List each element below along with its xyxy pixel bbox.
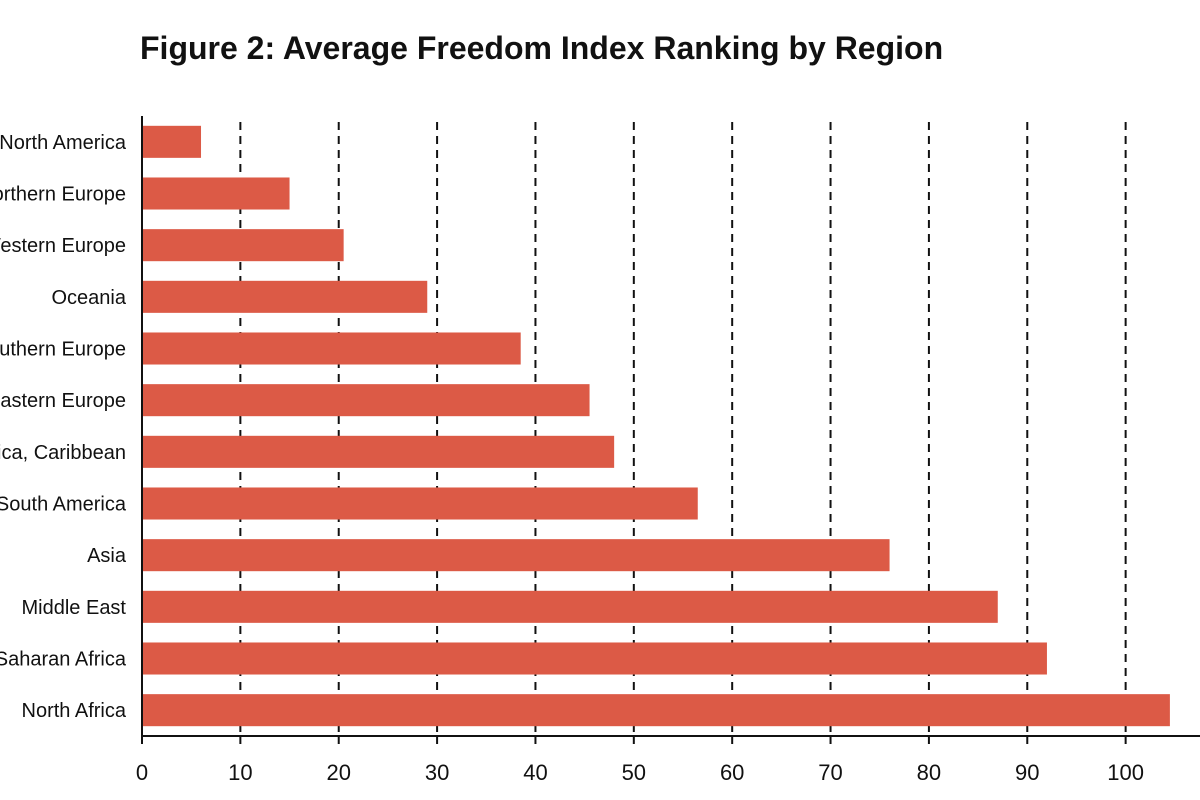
- category-label: South America: [0, 494, 127, 516]
- bars: [142, 125, 1170, 727]
- grid-lines: [239, 122, 1127, 736]
- bar: [142, 384, 590, 417]
- x-tick-label: 50: [622, 760, 646, 785]
- bar: [142, 539, 890, 572]
- bar: [142, 125, 202, 158]
- category-label: Southern Europe: [0, 339, 126, 361]
- bar: [142, 280, 428, 313]
- category-label: Eastern Europe: [0, 390, 126, 412]
- x-tick-label: 40: [523, 760, 547, 785]
- category-label: North Africa: [22, 700, 127, 722]
- bar: [142, 694, 1170, 727]
- x-tick-label: 20: [326, 760, 350, 785]
- category-label: Sub-Saharan Africa: [0, 649, 127, 671]
- bar: [142, 332, 521, 365]
- bar: [142, 590, 998, 623]
- x-tick-label: 80: [917, 760, 941, 785]
- category-label: Asia: [87, 545, 127, 567]
- category-label: North America: [0, 132, 127, 154]
- category-label: Middle East: [22, 597, 127, 619]
- x-tick-label: 0: [136, 760, 148, 785]
- bar: [142, 229, 344, 262]
- bar: [142, 435, 615, 468]
- category-labels: North America Northern Europe Western Euro…: [0, 132, 127, 722]
- chart-title: Figure 2: Average Freedom Index Ranking …: [140, 30, 944, 66]
- x-tick-label: 10: [228, 760, 252, 785]
- tick-labels: 0102030405060708090100110: [136, 760, 1144, 785]
- bar: [142, 177, 290, 210]
- x-tick-label: 100: [1107, 760, 1144, 785]
- category-label: Western Europe: [0, 235, 126, 257]
- x-tick-label: 70: [818, 760, 842, 785]
- category-label: Northern Europe: [0, 184, 126, 206]
- category-label: Oceania: [52, 287, 127, 309]
- x-tick-label: 90: [1015, 760, 1039, 785]
- x-tick-label: 30: [425, 760, 449, 785]
- category-label: Central America, Caribbean: [0, 442, 126, 464]
- bar: [142, 642, 1047, 675]
- x-tick-label: 60: [720, 760, 744, 785]
- axes: [141, 116, 1200, 744]
- bar: [142, 487, 698, 520]
